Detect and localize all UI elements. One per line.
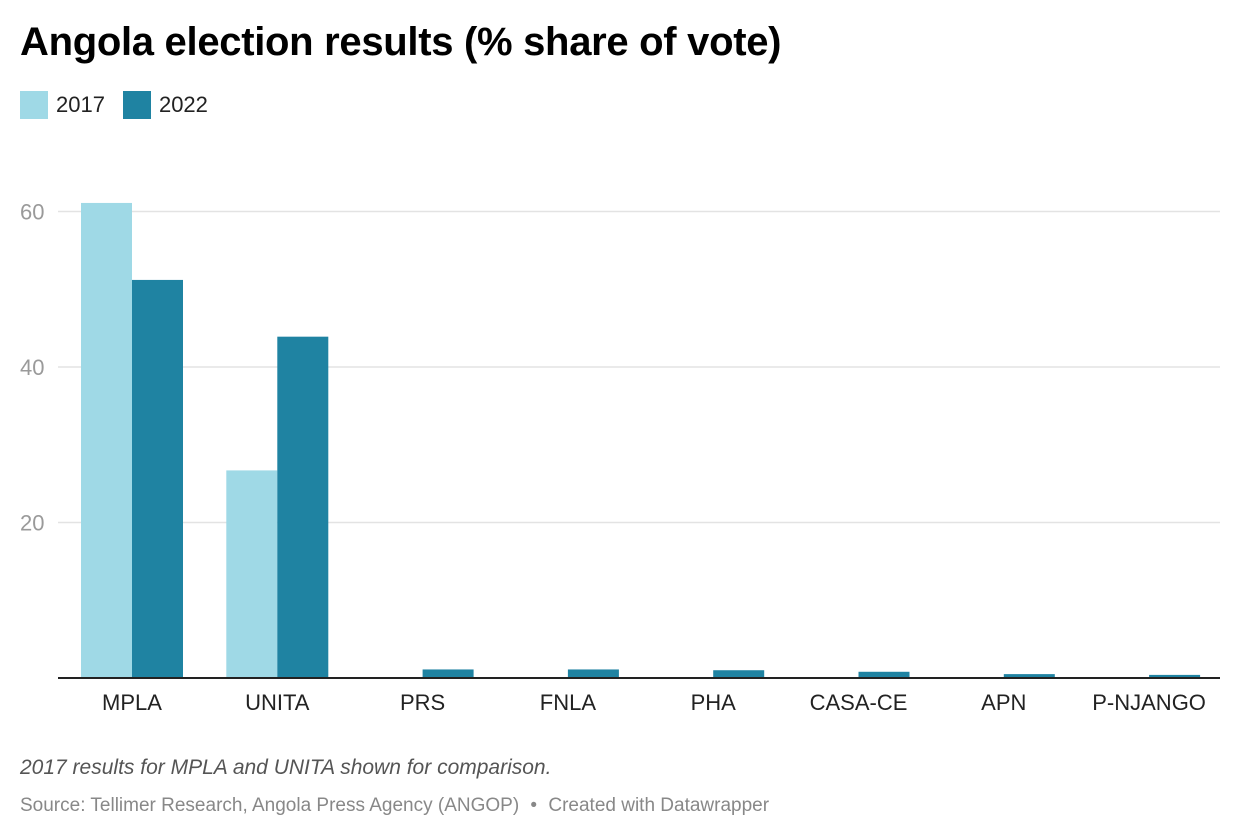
bar-mpla-2022 [132,279,183,678]
source-text: Source: Tellimer Research, Angola Press … [20,795,520,816]
bar-unita-2017 [226,470,278,678]
bar-apn-2022 [1003,674,1055,678]
source-separator: • [530,795,538,816]
x-tick-label-mpla: MPLA [102,690,162,715]
bar-casa-ce-2022 [858,671,910,678]
credit-text: Created with Datawrapper [548,795,770,816]
bar-chart: 20 40 60 MPLA UNITA PRS FNLA PHA CASA-CE APN P-NJA… [20,200,1220,715]
legend-label-2022: 2022 [158,92,208,117]
y-tick-label-40: 40 [20,355,44,380]
legend-label-2017: 2017 [56,92,105,117]
bar-p-njango-2022 [1149,674,1201,678]
x-tick-label-p-njango: P-NJANGO [1092,690,1206,715]
chart-title: Angola election results (% share of vote… [20,20,782,64]
bar-fnla-2022 [567,669,619,678]
x-tick-label-unita: UNITA [245,690,310,715]
chart-note: 2017 results for MPLA and UNITA shown fo… [20,756,552,779]
x-tick-label-pha: PHA [691,690,737,715]
legend: 2017 2022 [20,91,226,119]
bar-pha-2022 [713,670,765,678]
legend-item-2022: 2022 [122,91,208,119]
chart-source: Source: Tellimer Research, Angola Press … [20,795,775,817]
bar-unita-2022 [277,336,329,678]
y-tick-label-60: 60 [20,200,44,225]
x-tick-label-fnla: FNLA [540,690,597,715]
bar-mpla-2017 [81,202,132,678]
bar-prs-2022 [422,669,474,678]
x-tick-label-casa-ce: CASA-CE [810,690,908,715]
legend-swatch-2017 [20,91,48,119]
x-tick-label-apn: APN [981,690,1026,715]
x-tick-label-prs: PRS [400,690,445,715]
legend-swatch-2022 [122,91,151,119]
legend-item-2017: 2017 [20,91,105,119]
y-tick-label-20: 20 [20,511,44,536]
